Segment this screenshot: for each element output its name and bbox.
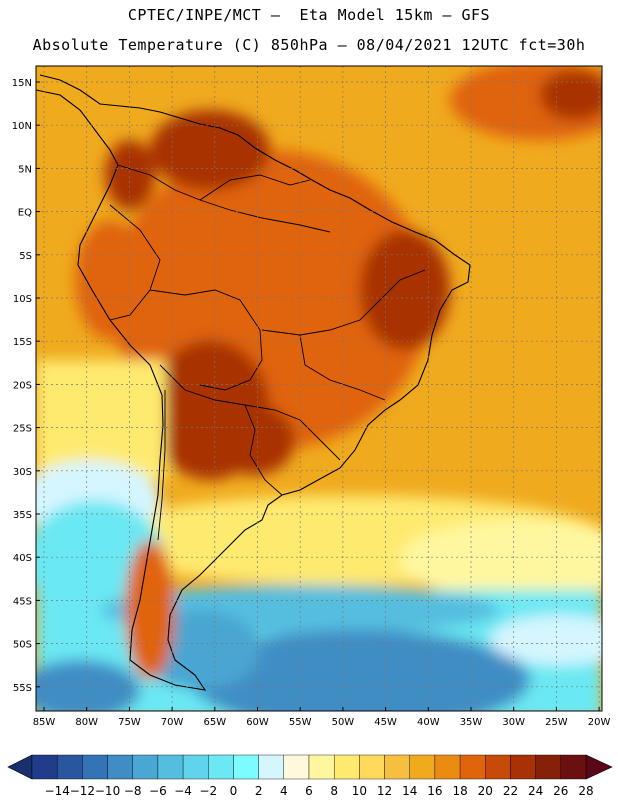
colorbar-label: 24	[528, 784, 543, 798]
colorbar-label: −14	[45, 784, 70, 798]
colorbar-swatch	[359, 754, 385, 780]
colorbar-swatch	[434, 754, 461, 780]
map-subtitle: Absolute Temperature (C) 850hPa – 08/04/…	[32, 36, 586, 54]
colorbar-label: 6	[305, 784, 313, 798]
colorbar-swatch	[485, 754, 511, 780]
colorbar-swatch	[333, 754, 360, 780]
lon-label: 45W	[374, 717, 397, 728]
lat-label: 45S	[13, 596, 32, 607]
lat-label: 15S	[13, 337, 32, 348]
colorbar-label: 0	[230, 784, 238, 798]
colorbar-label: 28	[578, 784, 593, 798]
lon-label: 55W	[289, 717, 312, 728]
lon-label: 75W	[118, 717, 141, 728]
colorbar-swatch	[233, 754, 259, 780]
lat-label: 10S	[13, 294, 32, 305]
colorbar-swatch	[384, 754, 410, 780]
lat-label: 15N	[12, 78, 32, 89]
temperature-blob	[360, 230, 450, 350]
colorbar-label: 14	[402, 784, 417, 798]
colorbar-label: 20	[478, 784, 493, 798]
lat-label: 5S	[19, 251, 32, 262]
colorbar-swatch	[31, 754, 58, 780]
map-title: CPTEC/INPE/MCT – Eta Model 15km – GFS	[127, 6, 491, 24]
lat-label: 20S	[13, 380, 32, 391]
temperature-blob	[215, 405, 295, 475]
colorbar-swatch	[82, 754, 108, 780]
lon-label: 25W	[545, 717, 568, 728]
temperature-blob	[125, 540, 175, 680]
country-borders	[109, 164, 426, 541]
colorbar-swatch	[208, 754, 234, 780]
temperature-blob	[36, 660, 140, 711]
lon-label: 60W	[246, 717, 269, 728]
lat-label: 50S	[13, 640, 32, 651]
lat-label: 25S	[13, 424, 32, 435]
temperature-blob	[490, 615, 602, 665]
colorbar-label: −10	[95, 784, 120, 798]
temperature-blob	[75, 220, 145, 340]
lat-label: 40S	[13, 553, 32, 564]
colorbar-swatch	[510, 754, 536, 780]
map-frame	[35, 65, 603, 712]
latitude-labels: 15N 10N 5N EQ 5S 10S 15S 20S 25S 30S 35S 40S 45S 50S 5…	[12, 78, 40, 694]
colorbar-label: 12	[377, 784, 392, 798]
colorbar: −14 −12 −10 −8 −6 −4 −2 0 2 4 6 8 10 12 14 16 18 20 22 24 26…	[7, 754, 613, 798]
lat-label: EQ	[18, 208, 32, 219]
temperature-blob	[400, 520, 602, 600]
longitude-labels: 85W 80W 75W 70W 65W 60W 55W 50W 45W 40W 35W 30W 25W 2…	[33, 707, 611, 728]
colorbar-swatch	[107, 754, 133, 780]
colorbar-swatch	[535, 754, 562, 780]
colorbar-label: −6	[149, 784, 167, 798]
colorbar-swatch	[283, 754, 310, 780]
lat-label: 10N	[12, 121, 32, 132]
lon-label: 70W	[161, 717, 184, 728]
colorbar-label: 10	[352, 784, 367, 798]
temperature-blob	[36, 360, 166, 480]
colorbar-label: 4	[280, 784, 288, 798]
lat-label: 30S	[13, 467, 32, 478]
colorbar-label: 26	[553, 784, 568, 798]
colorbar-label: −2	[199, 784, 217, 798]
colorbar-swatch	[409, 754, 436, 780]
temperature-blob	[540, 70, 602, 120]
lon-label: 80W	[75, 717, 98, 728]
colorbar-label: −12	[70, 784, 95, 798]
colorbar-swatch	[459, 754, 486, 780]
colorbar-swatch	[308, 754, 335, 780]
lon-label: 35W	[460, 717, 483, 728]
colorbar-label: 18	[452, 784, 467, 798]
lat-lon-grid	[36, 66, 602, 711]
colorbar-under-arrow	[7, 754, 33, 780]
lon-label: 50W	[332, 717, 355, 728]
colorbar-label: 2	[255, 784, 263, 798]
lon-label: 85W	[33, 717, 56, 728]
colorbar-swatch	[157, 754, 184, 780]
temperature-blob	[150, 110, 270, 190]
colorbar-label: 8	[330, 784, 338, 798]
colorbar-label: 22	[503, 784, 518, 798]
colorbar-swatch	[56, 754, 83, 780]
temperature-blob	[190, 630, 530, 711]
lon-label: 65W	[203, 717, 226, 728]
colorbar-swatch	[560, 754, 587, 780]
colorbar-swatch	[258, 754, 285, 780]
lon-label: 30W	[502, 717, 525, 728]
lat-label: 5N	[18, 164, 32, 175]
colorbar-label: −8	[124, 784, 142, 798]
lon-label: 20W	[588, 717, 611, 728]
south-america-outline	[36, 74, 471, 691]
temperature-field	[36, 66, 602, 711]
lat-label: 55S	[13, 683, 32, 694]
lon-label: 40W	[417, 717, 440, 728]
colorbar-over-arrow	[585, 754, 613, 780]
colorbar-label: −4	[174, 784, 192, 798]
colorbar-swatch	[182, 754, 209, 780]
temperature-blob	[105, 140, 155, 210]
lat-label: 35S	[13, 510, 32, 521]
colorbar-swatch	[132, 754, 159, 780]
colorbar-label: 16	[427, 784, 442, 798]
